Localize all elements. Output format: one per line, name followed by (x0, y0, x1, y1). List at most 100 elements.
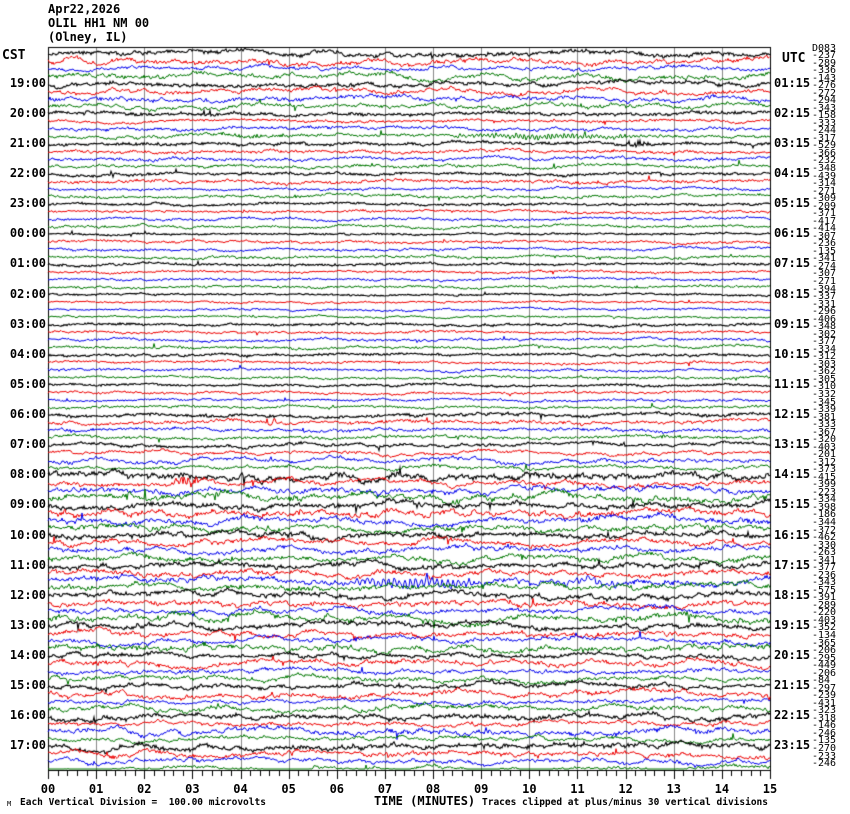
trace-offset-value: -403 (812, 614, 837, 626)
trace-offset-value: -296 (812, 306, 837, 318)
trace-offset-value: -289 (812, 57, 837, 69)
utc-hour-label: 06:15 (774, 226, 811, 241)
minute-tick-label: 06 (329, 782, 345, 796)
trace-offset-value: -312 (812, 456, 837, 468)
trace-offset-value: -394 (812, 283, 837, 295)
trace-offset-value: -367 (812, 426, 837, 438)
trace-offset-value: -341 (812, 253, 837, 265)
cst-hour-label: 20:00 (9, 105, 46, 120)
trace-offset-value: -343 (812, 102, 837, 114)
right-timezone-label: UTC (782, 51, 806, 66)
trace-offset-value: -146 (812, 720, 837, 732)
trace-offset-value: -232 (812, 155, 837, 167)
trace-offset-value: -575 (812, 584, 837, 596)
trace-offset-value: -365 (812, 637, 837, 649)
trace-offset-value: -333 (812, 117, 837, 129)
trace-offset-value: -330 (812, 539, 837, 551)
trace-offset-value: -323 (812, 705, 837, 717)
trace-offset-value: -406 (812, 313, 837, 325)
utc-hour-label: 18:15 (774, 587, 811, 602)
cst-hour-label: 01:00 (9, 256, 46, 271)
minute-tick-label: 00 (40, 782, 56, 796)
utc-hour-label: 10:15 (774, 346, 811, 361)
x-axis-title: TIME (MINUTES) (374, 794, 476, 808)
utc-hour-label: 19:15 (774, 617, 811, 632)
cst-hour-label: 10:00 (9, 527, 46, 542)
minute-tick-label: 04 (233, 782, 248, 796)
cst-hour-label: 23:00 (9, 196, 46, 211)
trace-offset-value: -209 (812, 200, 837, 212)
utc-hour-label: 07:15 (774, 256, 811, 271)
minute-tick-label: 10 (522, 782, 537, 796)
trace-offset-value: -439 (812, 170, 837, 182)
trace-offset-value: -333 (812, 419, 837, 431)
trace-offset-value: -309 (812, 193, 837, 205)
trace-offset-value: -403 (812, 441, 837, 453)
utc-hour-label: 23:15 (774, 738, 811, 753)
utc-hour-label: 12:15 (774, 407, 811, 422)
trace-offset-value: -135 (812, 245, 837, 257)
trace-offset-value: -348 (812, 163, 837, 174)
trace-offset-value: -312 (812, 351, 837, 363)
cst-hour-label: 17:00 (9, 738, 46, 753)
trace-offset-value: -377 (812, 336, 837, 348)
cst-hour-label: 22:00 (9, 166, 46, 180)
trace-offset-value: -233 (812, 750, 837, 762)
trace-offset-value: -246 (812, 758, 837, 770)
trace-offset-value: -334 (812, 343, 837, 355)
cst-hour-label: 02:00 (9, 286, 46, 301)
trace-offset-value: -345 (812, 396, 837, 408)
trace-offset-value: -362 (812, 366, 837, 378)
trace-offset-value: -237 (812, 50, 837, 62)
trace-offset-value: -246 (812, 727, 837, 739)
utc-hour-label: 15:15 (774, 497, 811, 512)
minute-tick-label: 02 (137, 782, 152, 796)
trace-offset-value: -307 (812, 268, 837, 280)
trace-offset-value: -289 (812, 599, 837, 611)
title-location: (Olney, IL) (48, 30, 128, 44)
trace-offset-value: -295 (812, 652, 837, 664)
trace-offset-value: -314 (812, 178, 837, 190)
trace-offset-value: -373 (812, 464, 837, 476)
trace-offset-value: -399 (812, 479, 837, 491)
corner-mark: M (7, 800, 12, 808)
trace-offset-value: -236 (812, 238, 837, 250)
cst-hour-label: 08:00 (9, 467, 46, 482)
trace-offset-value: -134 (812, 629, 837, 641)
trace-offset-value: -334 (812, 494, 837, 506)
trace-offset-value: -415 (812, 471, 837, 483)
cst-hour-label: 05:00 (9, 376, 46, 391)
trace-offset-value: -263 (812, 547, 837, 559)
trace-offset-value: -339 (812, 404, 837, 416)
left-timezone-label: CST (2, 48, 26, 63)
utc-hour-label: 16:15 (774, 527, 811, 542)
minute-tick-label: 07 (377, 782, 393, 796)
trace-offset-value: -341 (812, 554, 837, 566)
trace-offset-value: -206 (812, 645, 837, 657)
minute-tick-label: 12 (618, 782, 633, 796)
trace-offset-value: -372 (812, 524, 837, 536)
trace-offset-value: -294 (812, 95, 837, 107)
trace-offset-value: -272 (812, 87, 837, 99)
cst-hour-label: 11:00 (9, 557, 46, 572)
utc-hour-label: 21:15 (774, 678, 811, 693)
trace-offset-value: -223 (812, 486, 837, 498)
utc-hour-label: 22:15 (774, 708, 811, 723)
trace-offset-value: -271 (812, 185, 837, 197)
minute-tick-label: 08 (425, 782, 441, 796)
trace-offset-value: -414 (812, 223, 837, 235)
trace-offset-value: -297 (812, 682, 837, 694)
cst-hour-label: 04:00 (9, 346, 46, 361)
trace-offset-value: -186 (812, 509, 837, 521)
trace-offset-value: -274 (812, 260, 837, 272)
trace-offset-value: D083 (812, 42, 837, 54)
trace-offset-value: -317 (812, 132, 837, 144)
trace-offset-value: -206 (812, 667, 837, 679)
trace-offset-value: -352 (812, 622, 837, 634)
cst-hour-label: 12:00 (9, 587, 46, 602)
trace-offset-value: -201 (812, 449, 837, 461)
trace-offset-value: -343 (812, 577, 837, 589)
trace-offset-value: -135 (812, 735, 837, 747)
cst-hour-label: 06:00 (9, 407, 46, 422)
